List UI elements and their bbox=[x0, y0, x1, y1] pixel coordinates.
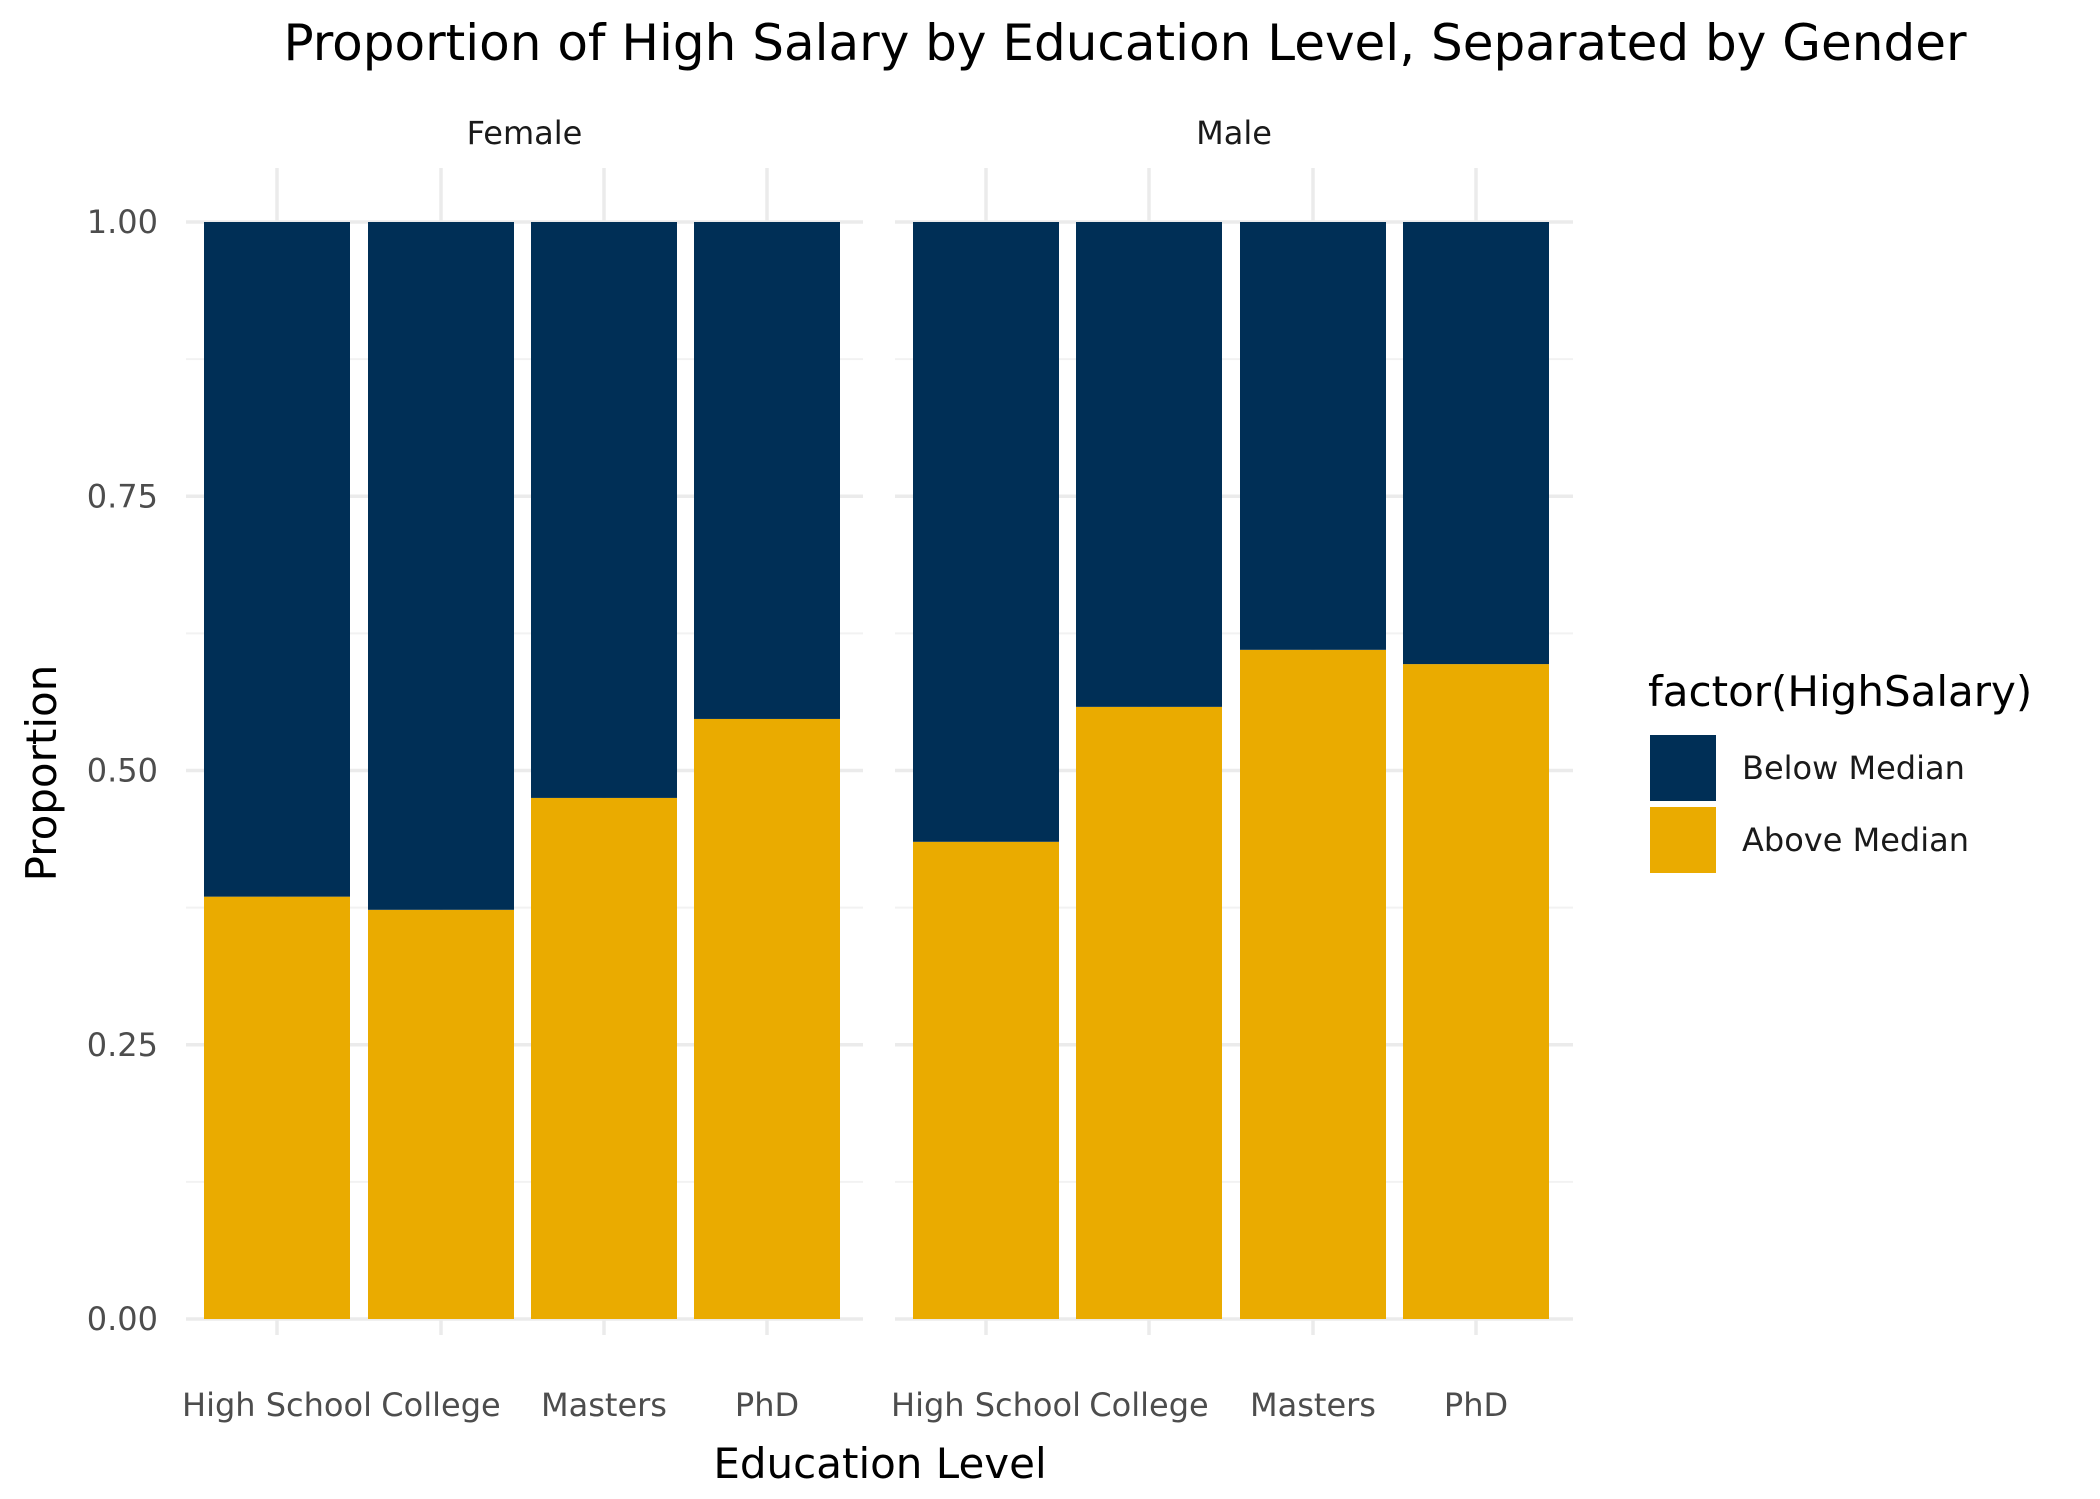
bar-below-median bbox=[694, 222, 840, 719]
bar-above-median bbox=[1403, 664, 1549, 1319]
bar-above-median bbox=[204, 896, 350, 1319]
y-tick-label: 0.75 bbox=[87, 477, 158, 515]
chart-title: Proportion of High Salary by Education L… bbox=[283, 14, 1967, 72]
x-tick-label: PhD bbox=[735, 1386, 799, 1424]
label-layer: Female Male 0.00 0.25 0.50 0.75 1.00 High Schoo… bbox=[87, 114, 1508, 1424]
y-axis-title: Proportion bbox=[17, 665, 66, 882]
y-tick-label: 0.25 bbox=[87, 1026, 158, 1064]
legend-key bbox=[1650, 735, 1716, 801]
bar-layer bbox=[204, 222, 1549, 1319]
x-tick-label: High School bbox=[182, 1386, 372, 1424]
legend-label: Above Median bbox=[1742, 821, 1969, 859]
bar-below-median bbox=[1076, 222, 1222, 707]
bar-above-median bbox=[694, 718, 840, 1319]
bar-above-median bbox=[531, 797, 677, 1319]
y-tick-label: 1.00 bbox=[87, 203, 158, 241]
x-tick-label: College bbox=[381, 1386, 500, 1424]
x-tick-label: High School bbox=[891, 1386, 1081, 1424]
bar-below-median bbox=[1240, 222, 1386, 650]
x-tick-label: College bbox=[1089, 1386, 1208, 1424]
bar-above-median bbox=[1240, 649, 1386, 1319]
y-tick-label: 0.50 bbox=[87, 752, 158, 790]
bar-above-median bbox=[913, 841, 1059, 1319]
x-tick-label: Masters bbox=[1250, 1386, 1376, 1424]
bar-below-median bbox=[204, 222, 350, 897]
legend-key bbox=[1650, 807, 1716, 873]
facet-strip-label: Male bbox=[1196, 114, 1272, 152]
bar-below-median bbox=[368, 222, 514, 910]
legend-title: factor(HighSalary) bbox=[1648, 667, 2032, 716]
x-tick-label: PhD bbox=[1444, 1386, 1508, 1424]
bar-below-median bbox=[1403, 222, 1549, 665]
legend-label: Below Median bbox=[1742, 749, 1965, 787]
facet-strip-label: Female bbox=[467, 114, 583, 152]
legend: factor(HighSalary) Below Median Above Med… bbox=[1648, 667, 2032, 873]
bar-below-median bbox=[531, 222, 677, 798]
x-axis-title: Education Level bbox=[713, 1439, 1046, 1488]
bar-above-median bbox=[368, 909, 514, 1319]
y-tick-label: 0.00 bbox=[87, 1300, 158, 1338]
bar-above-median bbox=[1076, 706, 1222, 1319]
x-tick-label: Masters bbox=[541, 1386, 667, 1424]
bar-below-median bbox=[913, 222, 1059, 842]
